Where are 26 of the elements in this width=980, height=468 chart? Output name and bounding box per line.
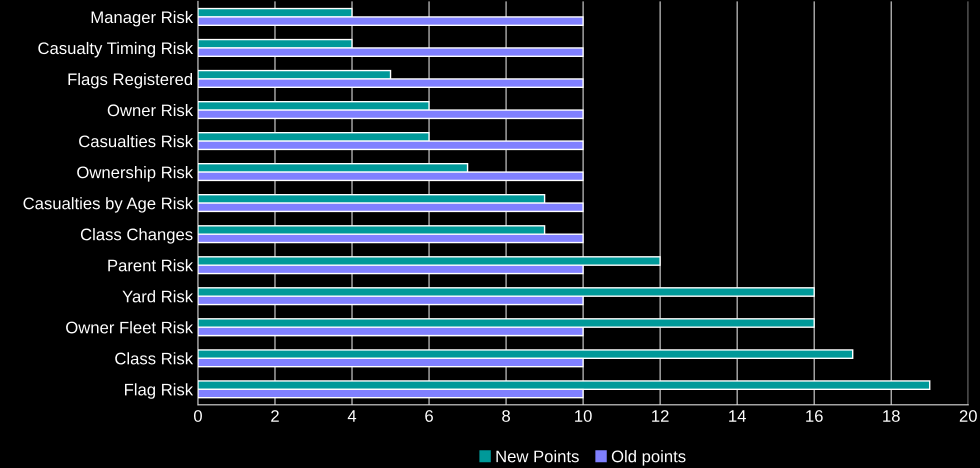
y-tick-label: Flags Registered — [68, 72, 192, 88]
x-tick-label: 2 — [271, 410, 279, 422]
x-tick-label: 16 — [806, 410, 823, 422]
y-tick-label: Class Changes — [80, 228, 193, 244]
y-tick-label: Class Risk — [115, 352, 194, 364]
y-tick-label: Parent Risk — [108, 259, 194, 272]
y-tick-label: Manager Risk — [92, 10, 194, 26]
y-tick-label: Ownership Risk — [77, 166, 194, 182]
y-tick-label: Yard Risk — [122, 290, 194, 302]
legend-label: Old points — [612, 450, 686, 466]
y-tick-label: Owner Risk — [108, 104, 194, 116]
x-tick-label: 18 — [883, 410, 900, 422]
x-tick-label: 6 — [425, 410, 433, 422]
x-tick-label: 10 — [575, 410, 592, 422]
y-tick-label: Casualties Risk — [79, 135, 194, 148]
x-tick-label: 14 — [729, 410, 746, 422]
y-tick-label: Casualty Timing Risk — [38, 42, 194, 58]
x-tick-label: 4 — [348, 410, 356, 422]
x-tick-label: 8 — [502, 410, 510, 422]
x-tick-label: 20 — [960, 410, 977, 422]
x-tick-label: 12 — [652, 410, 669, 422]
y-tick-label: Flag Risk — [125, 383, 194, 399]
legend-label: New Points — [496, 450, 579, 462]
y-tick-label: Casualties by Age Risk — [23, 197, 194, 213]
y-tick-label: Owner Fleet Risk — [66, 321, 194, 334]
x-tick-label: 0 — [194, 410, 202, 422]
